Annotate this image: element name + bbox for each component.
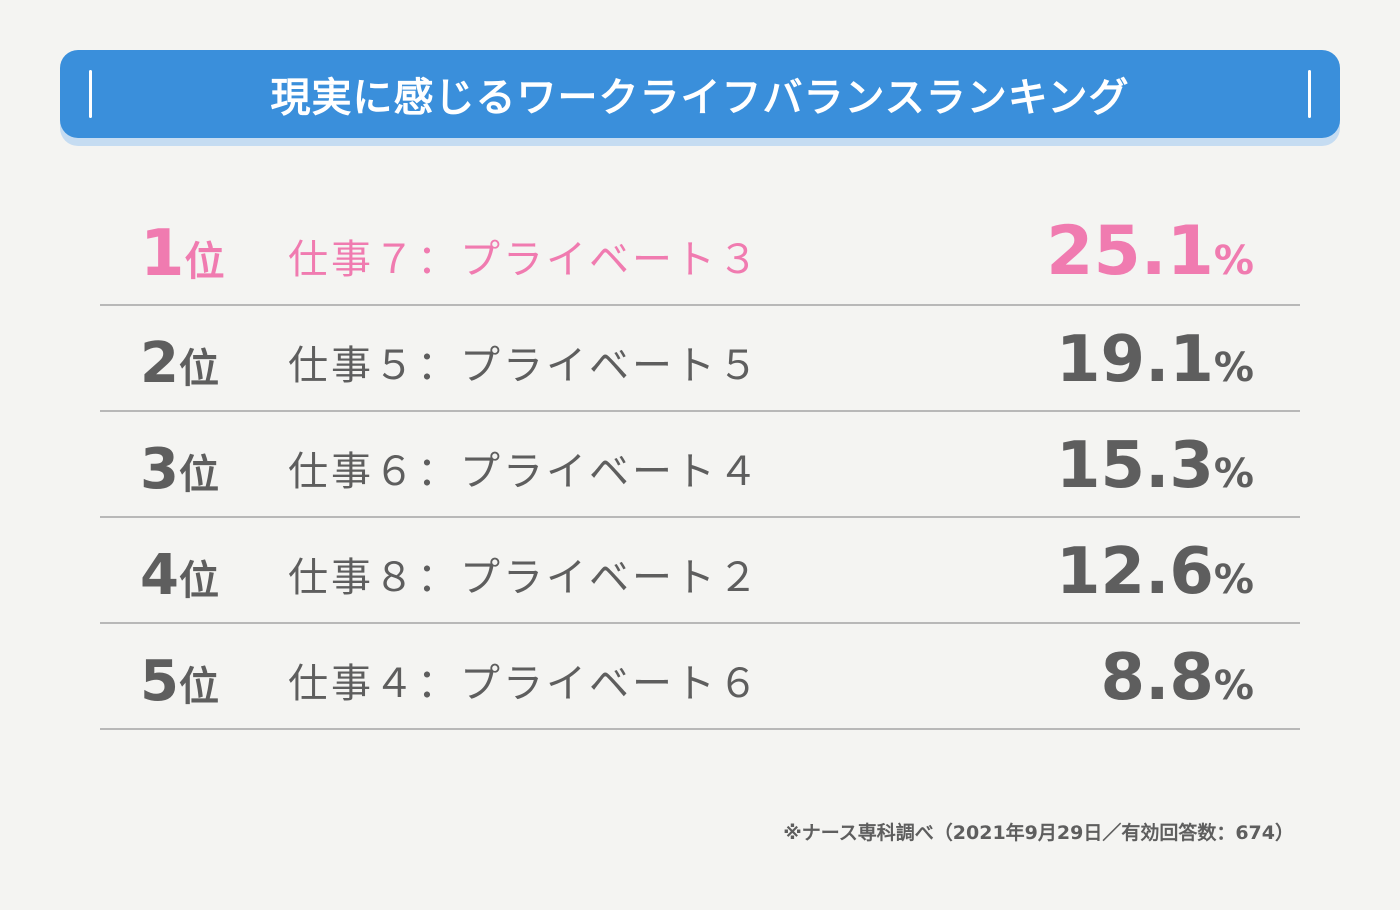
banner-left-bar xyxy=(89,70,92,118)
percent-sign: % xyxy=(1213,238,1254,284)
rank-number: 1 xyxy=(140,217,185,291)
percent-sign: % xyxy=(1213,451,1254,497)
percent-sign: % xyxy=(1213,663,1254,709)
rank-label: 1位 xyxy=(140,222,225,286)
balance-label: 仕事６：プライベート４ xyxy=(288,449,761,495)
percentage-value: 25.1% xyxy=(1046,218,1254,286)
rank-unit: 位 xyxy=(178,346,219,392)
ranking-row-5: 5位 仕事４：プライベート６ 8.8% xyxy=(100,624,1300,730)
page-title: 現実に感じるワークライフバランスランキング xyxy=(270,75,1130,121)
rank-number: 4 xyxy=(140,543,179,608)
rank-unit: 位 xyxy=(184,239,225,285)
percentage-number: 19.1 xyxy=(1056,323,1214,397)
balance-label: 仕事４：プライベート６ xyxy=(288,661,761,707)
rank-unit: 位 xyxy=(178,664,219,710)
rank-number: 3 xyxy=(140,437,179,502)
rank-number: 2 xyxy=(140,331,179,396)
rank-label: 4位 xyxy=(140,548,219,604)
ranking-table: 1位 仕事７：プライベート３ 25.1% 2位 仕事５：プライベート５ 19.1… xyxy=(100,200,1300,730)
rank-label: 2位 xyxy=(140,336,219,392)
ranking-row-4: 4位 仕事８：プライベート２ 12.6% xyxy=(100,518,1300,624)
balance-label: 仕事７：プライベート３ xyxy=(288,237,761,283)
rank-label: 5位 xyxy=(140,654,219,710)
title-banner: 現実に感じるワークライフバランスランキング xyxy=(60,50,1340,138)
ranking-row-2: 2位 仕事５：プライベート５ 19.1% xyxy=(100,306,1300,412)
percentage-value: 8.8% xyxy=(1101,646,1254,710)
percent-sign: % xyxy=(1213,345,1254,391)
rank-unit: 位 xyxy=(178,558,219,604)
percentage-value: 15.3% xyxy=(1056,434,1254,498)
source-footnote: ※ナース専科調べ（2021年9月29日／有効回答数：674） xyxy=(783,822,1294,844)
percentage-number: 25.1 xyxy=(1046,212,1214,291)
percentage-value: 19.1% xyxy=(1056,328,1254,392)
percentage-number: 8.8 xyxy=(1100,641,1214,715)
banner-right-bar xyxy=(1308,70,1311,118)
ranking-row-3: 3位 仕事６：プライベート４ 15.3% xyxy=(100,412,1300,518)
balance-label: 仕事８：プライベート２ xyxy=(288,555,761,601)
balance-label: 仕事５：プライベート５ xyxy=(288,343,761,389)
percentage-number: 12.6 xyxy=(1056,535,1214,609)
percentage-value: 12.6% xyxy=(1056,540,1254,604)
rank-label: 3位 xyxy=(140,442,219,498)
percent-sign: % xyxy=(1213,557,1254,603)
ranking-row-1: 1位 仕事７：プライベート３ 25.1% xyxy=(100,200,1300,306)
percentage-number: 15.3 xyxy=(1056,429,1214,503)
rank-number: 5 xyxy=(140,649,179,714)
rank-unit: 位 xyxy=(178,452,219,498)
